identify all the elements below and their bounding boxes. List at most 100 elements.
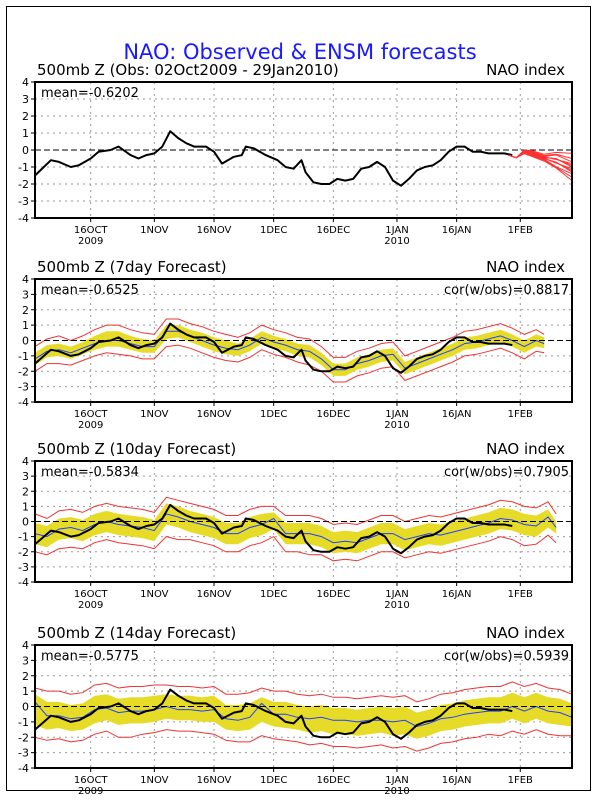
ensemble-mean-line <box>34 701 573 728</box>
y-tick-label: -2 <box>18 365 29 378</box>
panel-title: 500mb Z (10day Forecast) <box>37 440 236 458</box>
panel-right-label: NAO index <box>486 624 565 642</box>
observed-line <box>34 322 513 374</box>
y-tick-label: 1 <box>22 500 29 513</box>
y-tick-label: 0 <box>22 144 29 157</box>
y-tick-label: -1 <box>18 350 29 363</box>
panel-title: 500mb Z (14day Forecast) <box>37 624 236 642</box>
mean-annotation: mean=-0.6202 <box>41 86 139 101</box>
x-tick-label: 1JAN <box>385 225 408 236</box>
x-tick-label: 16JAN <box>442 775 472 786</box>
y-tick-label: 2 <box>22 485 29 498</box>
x-tick-year-label: 2010 <box>384 786 409 797</box>
correlation-annotation: cor(w/obs)=0.7905 <box>444 465 569 480</box>
mean-annotation: mean=-0.5775 <box>41 649 139 664</box>
figure-title: NAO: Observed & ENSM forecasts <box>123 40 476 64</box>
panel-3: 500mb Z (10day Forecast) NAO index 4 3 2 1 0 -1… <box>18 440 573 611</box>
x-tick-year-label: 2009 <box>78 236 103 247</box>
grid <box>35 82 572 218</box>
panel-2: 500mb Z (7day Forecast) NAO index 4 3 2 1 0 -1 -… <box>18 258 573 431</box>
y-tick-label: 1 <box>22 127 29 140</box>
panel-title: 500mb Z (7day Forecast) <box>37 258 227 276</box>
mean-annotation: mean=-0.5834 <box>41 465 139 480</box>
x-tick-year-label: 2009 <box>78 420 103 431</box>
panel-right-label: NAO index <box>486 258 565 276</box>
y-tick-label: 0 <box>22 701 29 714</box>
figure-frame <box>6 6 591 791</box>
plot-frame <box>34 81 573 219</box>
ensemble-member-line <box>508 153 573 181</box>
x-tick-label: 16OCT <box>74 409 109 420</box>
correlation-annotation: cor(w/obs)=0.5939 <box>444 649 569 664</box>
x-tick-label: 16JAN <box>442 409 472 420</box>
x-tick-label: 1NOV <box>140 775 169 786</box>
y-tick-label: -3 <box>18 195 29 208</box>
x-tick-label: 1FEB <box>508 775 533 786</box>
mean-annotation: mean=-0.6525 <box>41 283 139 298</box>
y-tick-label: 3 <box>22 93 29 106</box>
x-tick-year-label: 2010 <box>384 600 409 611</box>
upper-bound-line <box>34 318 545 358</box>
ensemble-mean-line <box>34 330 545 371</box>
y-tick-label: 3 <box>22 470 29 483</box>
y-tick-label: 0 <box>22 516 29 529</box>
x-tick-label: 16NOV <box>197 589 232 600</box>
x-tick-label: 1FEB <box>508 225 533 236</box>
x-tick-label: 16NOV <box>197 409 232 420</box>
panel-1: 500mb Z (Obs: 02Oct2009 - 29Jan2010) NAO … <box>18 61 573 247</box>
spread-band <box>35 692 572 739</box>
y-tick-label: -4 <box>18 576 29 589</box>
y-tick-label: 3 <box>22 288 29 301</box>
y-tick-label: 1 <box>22 319 29 332</box>
lower-bound-line <box>34 344 545 383</box>
x-tick-label: 1FEB <box>508 589 533 600</box>
y-tick-label: 4 <box>22 76 29 89</box>
x-tick-label: 1DEC <box>260 225 287 236</box>
y-tick-label: 4 <box>22 639 29 652</box>
x-tick-label: 16DEC <box>316 589 350 600</box>
x-tick-label: 1NOV <box>140 589 169 600</box>
lower-bound-line <box>34 534 557 562</box>
x-tick-label: 16OCT <box>74 225 109 236</box>
x-tick-label: 1NOV <box>140 409 169 420</box>
y-tick-label: -3 <box>18 381 29 394</box>
x-tick-label: 16DEC <box>316 775 350 786</box>
y-tick-label: -1 <box>18 161 29 174</box>
x-tick-label: 16OCT <box>74 775 109 786</box>
x-tick-year-label: 2010 <box>384 420 409 431</box>
y-tick-label: 1 <box>22 685 29 698</box>
upper-bound-line <box>34 496 557 526</box>
y-tick-label: -3 <box>18 747 29 760</box>
panel-right-label: NAO index <box>486 61 565 79</box>
panel-title: 500mb Z (Obs: 02Oct2009 - 29Jan2010) <box>37 61 339 79</box>
y-tick-label: -2 <box>18 178 29 191</box>
x-tick-label: 1JAN <box>385 589 408 600</box>
spread-band <box>35 503 557 554</box>
x-tick-label: 1DEC <box>260 409 287 420</box>
y-tick-label: 4 <box>22 273 29 286</box>
ensemble-members <box>508 149 573 181</box>
y-tick-label: 3 <box>22 654 29 667</box>
x-tick-label: 1JAN <box>385 409 408 420</box>
x-tick-label: 16NOV <box>197 225 232 236</box>
y-tick-label: -2 <box>18 731 29 744</box>
x-tick-label: 16DEC <box>316 409 350 420</box>
x-tick-label: 1DEC <box>260 589 287 600</box>
x-tick-label: 16OCT <box>74 589 109 600</box>
observed-line <box>34 688 513 740</box>
y-tick-label: -2 <box>18 546 29 559</box>
y-tick-label: 0 <box>22 335 29 348</box>
x-tick-label: 16NOV <box>197 775 232 786</box>
y-tick-label: -4 <box>18 762 29 775</box>
correlation-annotation: cor(w/obs)=0.8817 <box>444 283 569 298</box>
panel-right-label: NAO index <box>486 440 565 458</box>
x-tick-label: 1NOV <box>140 225 169 236</box>
x-tick-label: 1FEB <box>508 409 533 420</box>
y-tick-label: 2 <box>22 670 29 683</box>
y-tick-label: 2 <box>22 304 29 317</box>
x-tick-label: 16DEC <box>316 225 350 236</box>
upper-bound-line <box>34 681 573 703</box>
x-tick-label: 1DEC <box>260 775 287 786</box>
x-tick-label: 16JAN <box>442 225 472 236</box>
